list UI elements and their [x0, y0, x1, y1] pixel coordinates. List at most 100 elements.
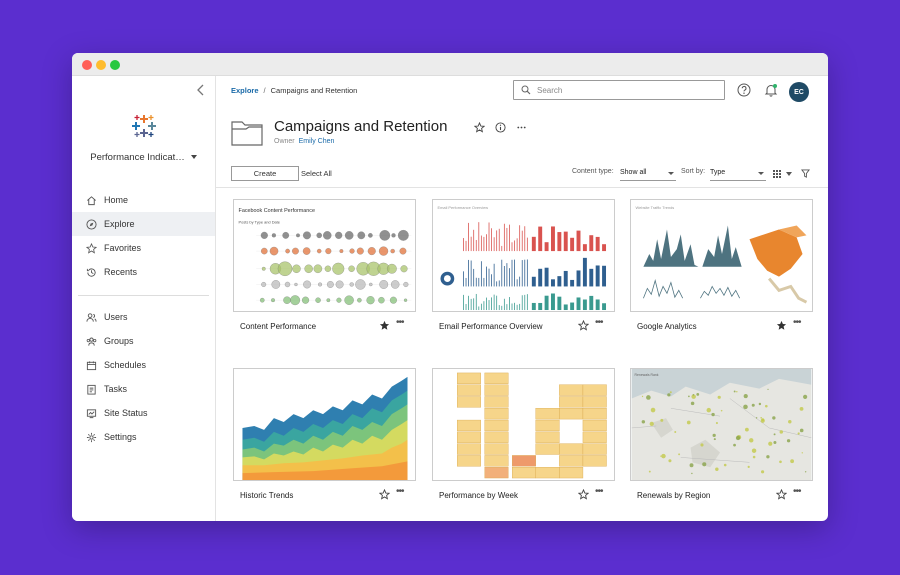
- notification-bell-icon[interactable]: [764, 83, 778, 97]
- sidebar-item-users[interactable]: Users: [72, 305, 215, 329]
- favorite-star-filled-icon[interactable]: [379, 320, 390, 331]
- sidebar-item-favorites[interactable]: Favorites: [72, 236, 215, 260]
- more-actions-icon[interactable]: •••: [793, 317, 801, 328]
- thumb-title: Email Performance Overview: [438, 205, 489, 210]
- sidebar-item-tasks[interactable]: Tasks: [72, 377, 215, 401]
- select-all-button[interactable]: Select All: [301, 169, 332, 178]
- minimize-window-button[interactable]: [96, 60, 106, 70]
- content-type-value: Show all: [620, 169, 647, 176]
- history-icon: [86, 267, 96, 277]
- sidebar-item-home[interactable]: Home: [72, 188, 215, 212]
- owner-line: Owner Emily Chen: [274, 138, 334, 145]
- tasks-icon: [87, 384, 96, 395]
- sidebar-item-label: Explore: [104, 219, 135, 229]
- sort-by-label: Sort by:: [681, 168, 706, 175]
- thumb-title: Facebook Content Performance: [239, 208, 315, 214]
- workbook-title[interactable]: Performance by Week: [439, 491, 518, 500]
- breadcrumb-explore-link[interactable]: Explore: [231, 86, 259, 95]
- workbook-card[interactable]: Website Traffic Trends Google Analytics …: [630, 199, 813, 331]
- help-icon[interactable]: [737, 83, 751, 97]
- gear-icon: [86, 432, 97, 442]
- favorite-star-icon[interactable]: [578, 489, 589, 500]
- admin-nav: Users Groups Schedules Tasks Site Status…: [72, 305, 215, 449]
- caret-down-icon: [668, 172, 674, 175]
- sidebar: Performance Indicat… Home Explore Favori…: [72, 76, 216, 521]
- owner-label: Owner: [274, 138, 295, 145]
- title-actions: [474, 122, 527, 133]
- primary-nav: Home Explore Favorites Recents: [72, 188, 215, 284]
- more-actions-icon[interactable]: •••: [595, 317, 603, 328]
- favorite-star-icon[interactable]: [776, 489, 787, 500]
- more-actions-icon[interactable]: •••: [396, 317, 404, 328]
- more-actions-icon[interactable]: [516, 122, 527, 133]
- site-selector[interactable]: Performance Indicat…: [72, 152, 215, 163]
- users-icon: [86, 312, 97, 322]
- site-selector-label: Performance Indicat…: [90, 152, 185, 163]
- page-title: Campaigns and Retention: [274, 118, 448, 135]
- owner-name-link[interactable]: Emily Chen: [298, 138, 335, 145]
- sidebar-item-label: Recents: [104, 267, 138, 277]
- chevron-left-icon[interactable]: [195, 84, 207, 96]
- search-placeholder: Search: [537, 85, 563, 95]
- create-button[interactable]: Create: [231, 166, 299, 181]
- site-status-icon: [86, 408, 97, 418]
- thumb-subtitle: Posts by Type and Date: [239, 220, 280, 225]
- grid-view-icon[interactable]: [773, 170, 781, 178]
- sort-by-select[interactable]: Type: [710, 166, 766, 181]
- sidebar-item-groups[interactable]: Groups: [72, 329, 215, 353]
- analytics-dashboard-thumbnail: Website Traffic Trends: [636, 205, 808, 304]
- view-caret-icon[interactable]: [786, 172, 792, 177]
- window-titlebar: [72, 53, 828, 76]
- stacked-area-thumbnail: [242, 376, 408, 480]
- workbook-card[interactable]: Renewals Rank Renewals by Region •••: [630, 368, 813, 500]
- workbook-thumbnail[interactable]: [233, 368, 416, 481]
- search-input[interactable]: Search: [513, 80, 725, 100]
- favorite-star-filled-icon[interactable]: [776, 320, 787, 331]
- workbook-title[interactable]: Content Performance: [240, 322, 317, 331]
- sidebar-item-settings[interactable]: Settings: [72, 425, 215, 449]
- workbook-title[interactable]: Renewals by Region: [637, 491, 711, 500]
- star-outline-icon: [86, 242, 97, 254]
- search-icon: [521, 85, 531, 95]
- sidebar-item-schedules[interactable]: Schedules: [72, 353, 215, 377]
- workbook-title[interactable]: Email Performance Overview: [439, 322, 543, 331]
- breadcrumb: Explore / Campaigns and Retention: [231, 86, 357, 95]
- info-icon[interactable]: [495, 122, 506, 133]
- content-type-select[interactable]: Show all: [620, 166, 676, 181]
- workbook-card[interactable]: Historic Trends •••: [233, 368, 416, 500]
- sidebar-item-label: Favorites: [104, 243, 142, 253]
- sidebar-item-site-status[interactable]: Site Status: [72, 401, 215, 425]
- more-actions-icon[interactable]: •••: [396, 486, 404, 497]
- sidebar-item-explore[interactable]: Explore: [72, 212, 215, 236]
- favorite-star-icon[interactable]: [474, 122, 485, 133]
- workbook-card[interactable]: Email Performance Overview Email Perform…: [432, 199, 615, 331]
- groups-icon: [86, 337, 97, 346]
- workbook-thumbnail[interactable]: [432, 368, 615, 481]
- workbook-thumbnail[interactable]: Facebook Content Performance Posts by Ty…: [233, 199, 416, 312]
- more-actions-icon[interactable]: •••: [793, 486, 801, 497]
- content-toolbar: Create Select All Content type: Show all…: [216, 164, 828, 188]
- workbook-title[interactable]: Google Analytics: [637, 322, 697, 331]
- calendar-icon: [86, 360, 97, 370]
- sidebar-item-label: Schedules: [104, 360, 147, 370]
- maximize-window-button[interactable]: [110, 60, 120, 70]
- breadcrumb-current: Campaigns and Retention: [270, 86, 358, 95]
- favorite-star-icon[interactable]: [379, 489, 390, 500]
- avatar[interactable]: EC: [789, 82, 809, 102]
- filter-icon[interactable]: [801, 169, 810, 178]
- sidebar-item-label: Settings: [104, 432, 137, 442]
- workbook-thumbnail[interactable]: Email Performance Overview: [432, 199, 615, 312]
- close-window-button[interactable]: [82, 60, 92, 70]
- workbook-thumbnail[interactable]: Renewals Rank: [630, 368, 813, 481]
- favorite-star-icon[interactable]: [578, 320, 589, 331]
- workbook-card[interactable]: Performance by Week •••: [432, 368, 615, 500]
- workbook-card[interactable]: Facebook Content Performance Posts by Ty…: [233, 199, 416, 331]
- map-thumbnail: Renewals Rank: [631, 369, 812, 480]
- compass-icon: [86, 218, 97, 230]
- workbook-title[interactable]: Historic Trends: [240, 491, 294, 500]
- workbook-thumbnail[interactable]: Website Traffic Trends: [630, 199, 813, 312]
- more-actions-icon[interactable]: •••: [595, 486, 603, 497]
- folder-icon: [231, 121, 263, 146]
- sidebar-item-recents[interactable]: Recents: [72, 260, 215, 284]
- email-dashboard-thumbnail: Email Performance Overview: [438, 205, 607, 311]
